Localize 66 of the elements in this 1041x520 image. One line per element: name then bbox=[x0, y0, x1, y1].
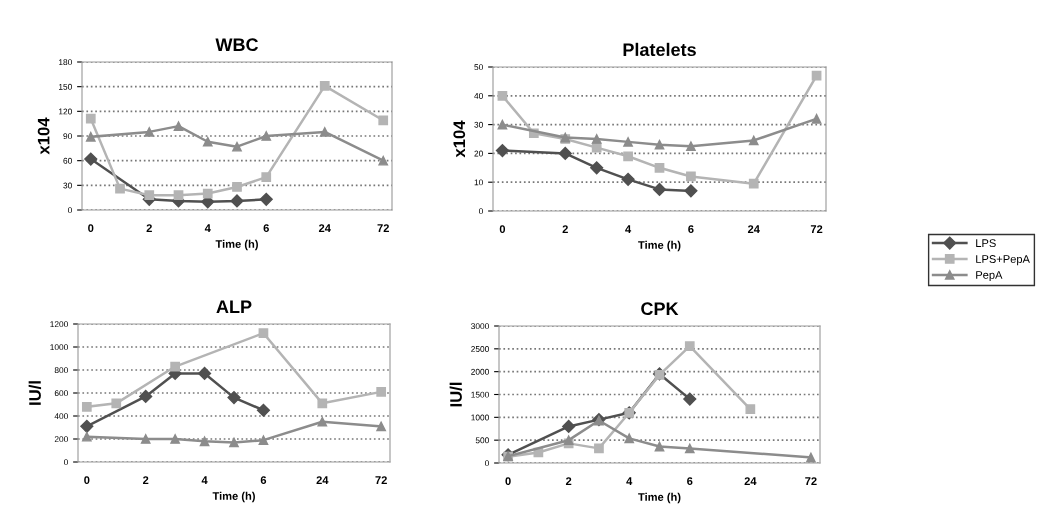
y-axis-title: x104 bbox=[453, 120, 466, 158]
y-axis-title: IU/l bbox=[449, 382, 463, 407]
y-axis-title: IU/l bbox=[28, 381, 42, 405]
y-tick-label: 30 bbox=[474, 121, 483, 128]
x-tick-label: 0 bbox=[505, 477, 511, 486]
x-axis-title: Time (h) bbox=[212, 491, 255, 503]
x-tick-label: 72 bbox=[375, 476, 387, 484]
y-tick-label: 120 bbox=[59, 108, 72, 115]
x-tick-label: 0 bbox=[84, 476, 90, 485]
chart-title: CPK bbox=[641, 302, 679, 316]
x-tick-label: 24 bbox=[318, 224, 331, 232]
chart-title: WBC bbox=[215, 38, 259, 52]
y-tick-label: 2500 bbox=[471, 346, 489, 352]
y-tick-label: 30 bbox=[63, 182, 72, 189]
x-tick-label: 24 bbox=[316, 476, 329, 484]
x-tick-label: 2 bbox=[146, 224, 152, 232]
y-tick-label: 0 bbox=[63, 459, 68, 466]
y-tick-label: 1500 bbox=[471, 391, 489, 398]
x-tick-label: 4 bbox=[201, 476, 208, 484]
y-tick-label: 3000 bbox=[471, 323, 489, 330]
y-tick-label: 20 bbox=[474, 150, 483, 157]
x-tick-label: 6 bbox=[263, 224, 269, 233]
y-tick-label: 500 bbox=[475, 437, 489, 444]
legend-label: LPS bbox=[976, 239, 996, 248]
x-axis-title: Time (h) bbox=[638, 492, 681, 504]
y-tick-label: 150 bbox=[59, 83, 72, 90]
y-tick-label: 180 bbox=[59, 59, 72, 66]
y-tick-label: 200 bbox=[54, 436, 68, 443]
x-tick-label: 4 bbox=[626, 477, 633, 485]
legend-label: LPS+PepA bbox=[976, 255, 1030, 266]
y-tick-label: 0 bbox=[478, 208, 483, 215]
legend-label: PepA bbox=[976, 271, 1003, 282]
x-tick-label: 72 bbox=[810, 225, 823, 233]
x-tick-label: 72 bbox=[377, 224, 389, 232]
y-tick-label: 1000 bbox=[471, 414, 489, 421]
x-tick-label: 4 bbox=[625, 225, 632, 233]
x-axis-title: Time (h) bbox=[215, 239, 258, 251]
y-tick-label: 0 bbox=[484, 460, 489, 467]
y-tick-label: 90 bbox=[63, 133, 72, 140]
chart-title: ALP bbox=[216, 300, 252, 313]
x-tick-label: 24 bbox=[744, 477, 757, 485]
x-tick-label: 6 bbox=[688, 225, 694, 234]
y-tick-label: 600 bbox=[54, 390, 68, 397]
x-tick-label: 6 bbox=[687, 477, 693, 486]
y-tick-label: 800 bbox=[54, 367, 68, 374]
y-tick-label: 60 bbox=[63, 157, 72, 164]
y-tick-label: 50 bbox=[474, 64, 483, 71]
y-tick-label: 400 bbox=[54, 413, 68, 420]
y-tick-label: 1200 bbox=[50, 321, 68, 328]
y-tick-label: 1000 bbox=[50, 344, 68, 351]
x-tick-label: 72 bbox=[805, 477, 817, 485]
x-tick-label: 2 bbox=[562, 225, 568, 233]
chart-title: Platelets bbox=[623, 42, 696, 57]
y-tick-label: 40 bbox=[474, 93, 483, 99]
x-tick-label: 6 bbox=[260, 476, 267, 485]
x-tick-label: 24 bbox=[747, 225, 760, 233]
x-tick-label: 2 bbox=[565, 477, 572, 485]
y-tick-label: 10 bbox=[474, 179, 483, 186]
x-tick-label: 0 bbox=[88, 224, 94, 233]
y-tick-label: 2000 bbox=[471, 368, 489, 375]
x-tick-label: 2 bbox=[142, 476, 149, 484]
x-axis-title: Time (h) bbox=[638, 240, 681, 252]
x-tick-label: 0 bbox=[499, 225, 506, 234]
x-tick-label: 4 bbox=[204, 224, 211, 232]
y-axis-title: x104 bbox=[37, 117, 50, 155]
y-tick-label: 0 bbox=[67, 207, 72, 214]
